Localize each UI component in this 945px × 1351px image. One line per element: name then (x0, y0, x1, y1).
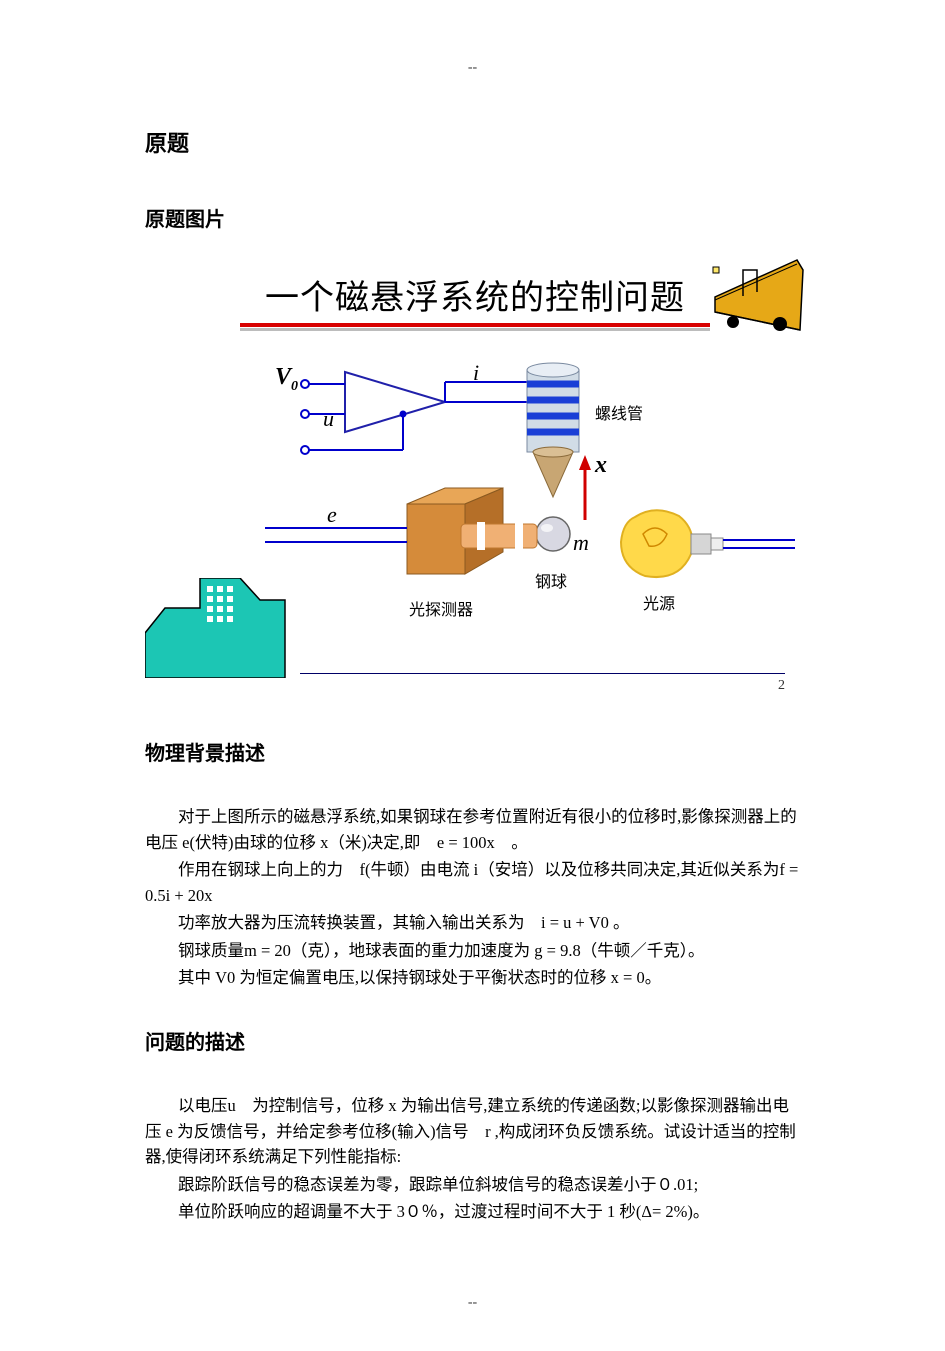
label-lightsrc: 光源 (643, 590, 675, 614)
label-m: m (573, 530, 589, 556)
phys-p3: 功率放大器为压流转换装置，其输入输出关系为 i = u + V0 。 (145, 910, 800, 936)
phys-p2: 作用在钢球上向上的力 f(牛顿）由电流 i（安培）以及位移共同决定,其近似关系为… (145, 857, 800, 908)
top-dash-marker: -- (145, 60, 800, 76)
label-i: i (473, 360, 479, 386)
main-title: 原题 (145, 126, 800, 158)
label-e: e (327, 502, 337, 528)
phys-p1: 对于上图所示的磁悬浮系统,如果钢球在参考位置附近有很小的位移时,影像探测器上的电… (145, 804, 800, 855)
slide-bottom-rule (300, 673, 785, 674)
section-problem-title: 问题的描述 (145, 1026, 800, 1055)
label-x: x (595, 452, 607, 479)
prob-p3: 单位阶跃响应的超调量不大于 3０％，过渡过程时间不大于 1 秒(Δ= 2%)。 (145, 1199, 800, 1225)
prob-p2: 跟踪阶跃信号的稳态误差为零，跟踪单位斜坡信号的稳态误差小于０.01; (145, 1172, 800, 1198)
diagram-slide: 一个磁悬浮系统的控制问题 (145, 252, 805, 702)
slide-page-number: 2 (778, 678, 785, 694)
subtitle-image: 原题图片 (145, 203, 800, 232)
label-v0: V0 (275, 364, 298, 395)
section-physics-title: 物理背景描述 (145, 737, 800, 766)
phys-p5: 其中 V0 为恒定偏置电压,以保持钢球处于平衡状态时的位移 x = 0。 (145, 965, 800, 991)
label-ball: 钢球 (535, 568, 567, 592)
prob-p1: 以电压u 为控制信号，位移 x 为输出信号,建立系统的传递函数;以影像探测器输出… (145, 1093, 800, 1170)
phys-p4: 钢球质量m = 20（克），地球表面的重力加速度为 g = 9.8（牛顿／千克）… (145, 938, 800, 964)
label-solenoid: 螺线管 (595, 400, 643, 424)
label-u: u (323, 406, 334, 432)
bottom-dash-marker: -- (145, 1295, 800, 1311)
label-detector: 光探测器 (409, 596, 473, 620)
schematic-svg (145, 252, 805, 702)
